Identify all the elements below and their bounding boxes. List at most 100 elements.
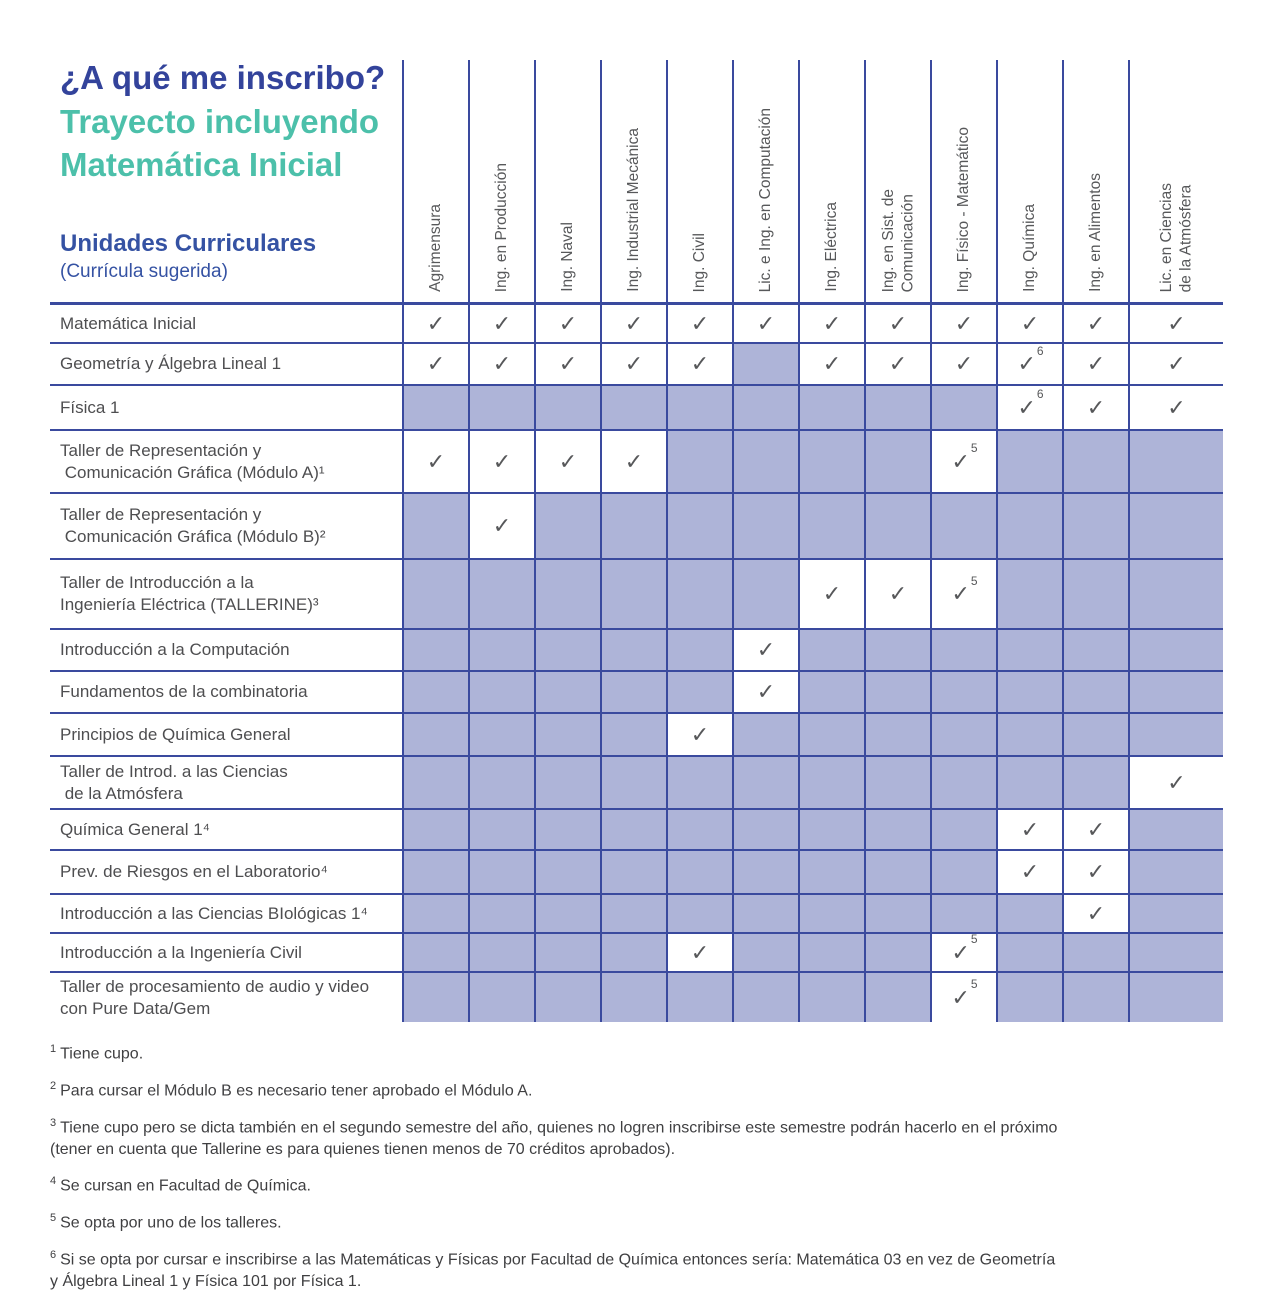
matrix-cell-shaded [732,934,798,971]
matrix-cell-check: ✓ [732,305,798,342]
row-header-subtitle: (Currícula sugerida) [60,261,228,283]
check-icon: ✓ [954,351,974,376]
matrix-cell-shaded [1062,973,1128,1022]
course-row: Introducción a las Ciencias BIológicas 1… [50,893,1223,932]
column-header: Lic. e Ing. en Computación [732,60,798,302]
check-icon: ✓ [558,351,578,376]
footnote: 6 Si se opta por cursar e inscribirse a l… [50,1248,1240,1293]
matrix-cell-shaded [1128,494,1223,558]
matrix-cell-shaded [864,973,930,1022]
check-icon: ✓ [756,679,776,704]
matrix-cell-shaded [468,973,534,1022]
matrix-cell-shaded [732,810,798,849]
matrix-cell-shaded [402,386,468,429]
matrix-cell-shaded [534,757,600,808]
matrix-cell-shaded [468,810,534,849]
matrix-cell-shaded [930,494,996,558]
check-icon: ✓ [624,310,644,336]
matrix-cell-check: ✓5 [930,973,996,1022]
matrix-cell-check: ✓ [996,305,1062,342]
matrix-cell-shaded [1128,560,1223,628]
check-icon: ✓ [822,310,842,336]
matrix-cell-shaded [1062,630,1128,670]
check-icon: ✓ [558,448,578,474]
matrix-cell-shaded [666,560,732,628]
matrix-cell-shaded [534,630,600,670]
matrix-cell-shaded [1128,672,1223,712]
course-row: Geometría y Álgebra Lineal 1 ✓ ✓ ✓ ✓ ✓ ✓ ✓ ✓ ✓6 ✓ ✓ [50,342,1223,384]
course-row: Taller de Representación y Comunicación … [50,492,1223,558]
matrix-cell-check: ✓ [534,305,600,342]
column-header: Ing. en Alimentos [1062,60,1128,302]
matrix-cell-shaded [798,810,864,849]
footnote-ref: 5 [970,441,978,456]
footnote-ref: 5 [970,932,978,947]
matrix-cell-check: ✓ [1062,851,1128,893]
check-icon: ✓5 [951,573,978,606]
matrix-cell-shaded [732,560,798,628]
check-icon: ✓ [690,310,710,336]
check-icon: ✓ [1167,351,1186,376]
matrix-cell-shaded [996,494,1062,558]
check-icon: ✓ [1086,310,1106,336]
footnote: 2 Para cursar el Módulo B es necesario te… [50,1079,1240,1102]
check-icon: ✓ [1086,394,1106,420]
course-row: Prev. de Riesgos en el Laboratorio⁴ ✓ ✓ [50,849,1223,893]
matrix-cell-shaded [402,672,468,712]
footnote: 5 Se opta por uno de los talleres. [50,1211,1240,1234]
matrix-cell-shaded [864,431,930,492]
matrix-cell-shaded [996,672,1062,712]
matrix-cell-shaded [534,386,600,429]
matrix-cell-shaded [534,810,600,849]
matrix-cell-shaded [732,494,798,558]
check-icon: ✓ [558,310,578,336]
matrix-cell-shaded [996,560,1062,628]
matrix-cell-check: ✓ [468,431,534,492]
matrix-cell-check: ✓ [864,560,930,628]
matrix-cell-shaded [534,560,600,628]
matrix-cell-check: ✓ [468,305,534,342]
matrix-cell-check: ✓5 [930,560,996,628]
matrix-cell-check: ✓ [534,431,600,492]
column-header: Agrimensura [402,60,468,302]
matrix-cell-shaded [798,630,864,670]
matrix-cell-shaded [468,757,534,808]
matrix-cell-shaded [534,973,600,1022]
course-label: Principios de Química General [60,724,291,744]
matrix-cell-check: ✓ [930,344,996,384]
course-label: Introducción a las Ciencias BIológicas 1… [60,903,368,923]
matrix-cell-shaded [666,494,732,558]
column-header: Ing. Industrial Mecánica [600,60,666,302]
matrix-cell-shaded [666,431,732,492]
course-row: Química General 1⁴ ✓ ✓ [50,808,1223,849]
check-icon: ✓ [1086,900,1106,926]
matrix-cell-check: ✓ [996,810,1062,849]
footnote-text: Tiene cupo pero se dicta también en el s… [50,1119,1058,1158]
matrix-cell-shaded [996,973,1062,1022]
matrix-cell-shaded [864,934,930,971]
matrix-cell-check: ✓ [798,560,864,628]
column-header-label: Ing. Naval [559,222,577,292]
matrix-cell-check: ✓ [930,305,996,342]
matrix-cell-shaded [996,757,1062,808]
matrix-cell-shaded [1062,431,1128,492]
matrix-cell-shaded [534,494,600,558]
matrix-cell-shaded [1062,494,1128,558]
footnote-text: Tiene cupo. [60,1045,144,1063]
check-icon: ✓ [690,351,710,376]
header-spacer [50,60,402,302]
check-icon: ✓ [756,310,776,336]
check-icon: ✓ [1086,816,1106,842]
matrix-cell-shaded [798,386,864,429]
matrix-cell-check: ✓ [1128,386,1223,429]
check-icon: ✓6 [1017,387,1044,420]
column-header-label: Ing. en Producción [493,162,511,292]
check-icon: ✓ [822,581,842,606]
column-header: Ing. Naval [534,60,600,302]
matrix-cell-shaded [996,714,1062,755]
check-icon: ✓ [624,448,644,474]
check-icon: ✓ [888,310,908,336]
check-icon: ✓ [492,310,512,336]
matrix-cell-shaded [930,386,996,429]
course-label: Taller de procesamiento de audio y video… [60,976,370,1018]
